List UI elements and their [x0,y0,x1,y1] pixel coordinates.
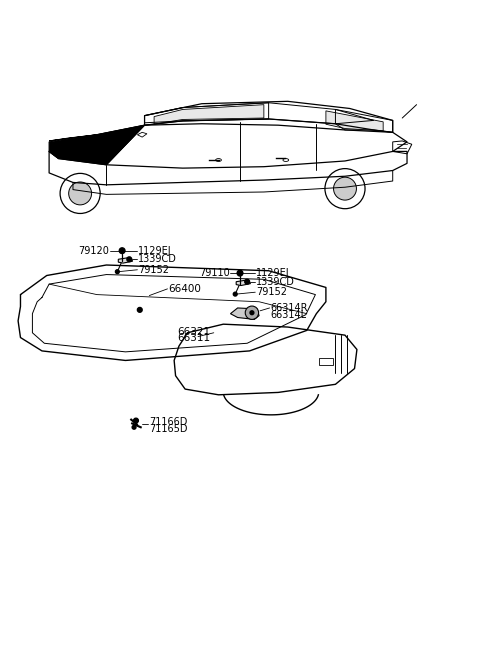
Text: 1129EJ: 1129EJ [138,246,172,256]
Circle shape [60,173,100,213]
Circle shape [137,308,142,312]
Text: 66400: 66400 [168,284,201,294]
Polygon shape [393,141,412,154]
Polygon shape [236,280,251,285]
Polygon shape [326,111,383,131]
Polygon shape [49,125,144,165]
Text: 79110: 79110 [199,268,229,278]
Polygon shape [154,105,264,124]
Circle shape [245,279,250,284]
Text: 66314R: 66314R [271,303,308,313]
Circle shape [127,257,132,262]
Circle shape [325,169,365,209]
Ellipse shape [283,159,288,161]
Ellipse shape [216,159,221,161]
Circle shape [132,425,136,429]
Circle shape [233,292,237,296]
Polygon shape [118,257,132,263]
Circle shape [237,270,243,276]
Circle shape [119,248,125,254]
Circle shape [334,177,357,200]
Polygon shape [230,308,259,319]
Text: 1339CD: 1339CD [256,277,295,287]
Text: 1339CD: 1339CD [138,255,177,264]
Circle shape [69,182,92,205]
Text: 66321: 66321 [177,327,210,337]
Text: 71166D: 71166D [149,417,188,427]
Text: 66314L: 66314L [271,310,307,319]
Circle shape [133,418,138,423]
Polygon shape [97,125,144,165]
Text: 79152: 79152 [256,287,287,297]
Circle shape [116,270,119,274]
Text: 79120: 79120 [78,246,109,256]
Polygon shape [49,134,97,141]
Text: 79152: 79152 [138,265,169,275]
Circle shape [250,311,254,315]
Text: 66311: 66311 [177,333,210,344]
Text: 71165D: 71165D [149,424,188,434]
FancyBboxPatch shape [319,358,333,365]
Polygon shape [137,133,147,137]
Text: 1129EJ: 1129EJ [256,268,290,278]
Circle shape [245,306,259,319]
